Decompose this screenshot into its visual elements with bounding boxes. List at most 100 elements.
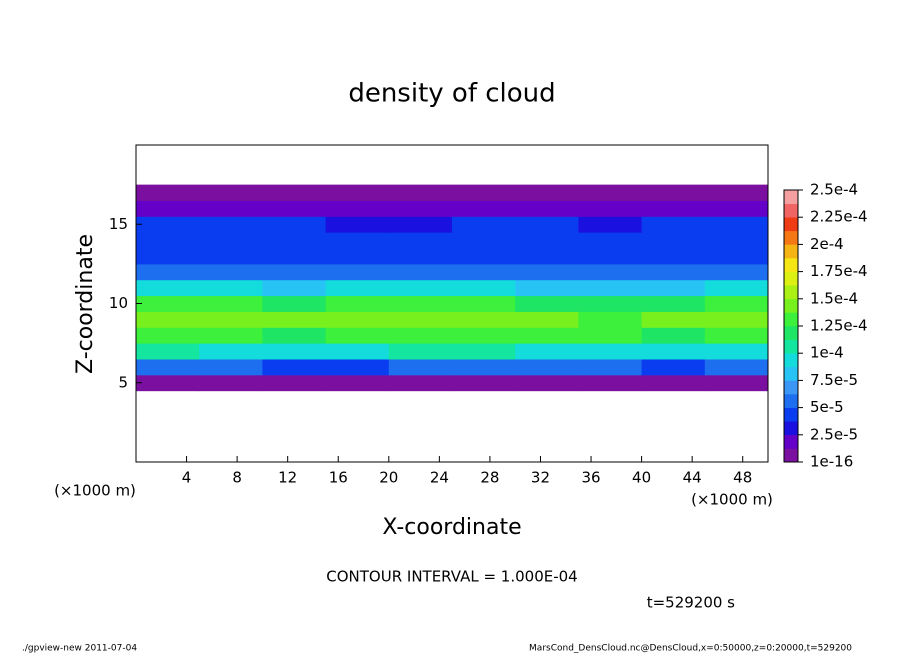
colorbar-swatch — [784, 339, 798, 354]
heat-cell — [262, 263, 327, 281]
heat-cell — [388, 216, 453, 233]
heat-cell — [262, 184, 327, 201]
heat-cell — [578, 248, 643, 265]
heat-cell — [325, 184, 390, 201]
heat-cell — [515, 263, 579, 281]
heat-cell — [136, 232, 200, 249]
heat-cell — [136, 279, 200, 297]
heat-cell — [641, 343, 706, 360]
heat-cell — [262, 311, 327, 328]
heat-cell — [452, 232, 516, 249]
contour-note: CONTOUR INTERVAL = 1.000E-04 — [326, 568, 577, 586]
heat-cell — [199, 374, 263, 392]
heat-cell — [388, 200, 453, 217]
heat-cell — [199, 248, 263, 265]
heat-cell — [704, 248, 769, 265]
colorbar-swatch — [784, 421, 798, 436]
heat-cell — [388, 279, 453, 297]
heat-cell — [641, 358, 706, 376]
heat-cell — [452, 327, 516, 344]
heat-cell — [578, 200, 643, 217]
heat-cell — [262, 248, 327, 265]
heat-cell — [199, 343, 263, 360]
x-tick-label: 36 — [581, 469, 600, 487]
heat-cell — [641, 248, 706, 265]
heat-cell — [515, 343, 579, 360]
colorbar-swatch — [784, 230, 798, 245]
colorbar-swatch — [784, 353, 798, 368]
y-tick-label: 5 — [118, 373, 128, 391]
heat-cell — [641, 374, 706, 392]
heat-cell — [452, 263, 516, 281]
heat-cell — [325, 295, 390, 312]
heat-cell — [515, 232, 579, 249]
colorbar-swatch — [784, 434, 798, 449]
heat-cell — [704, 200, 769, 217]
heat-cell — [704, 184, 769, 201]
heat-cell — [452, 358, 516, 376]
x-tick-label: 32 — [531, 469, 550, 487]
heat-cell — [578, 263, 643, 281]
heat-cell — [641, 200, 706, 217]
heat-cell — [515, 216, 579, 233]
heat-cell — [578, 327, 643, 344]
heat-cell — [704, 358, 769, 376]
x-tick-label: 8 — [232, 469, 242, 487]
colorbar-swatch — [784, 217, 798, 232]
heat-cell — [262, 343, 327, 360]
x-tick-label: 16 — [329, 469, 348, 487]
heat-cell — [704, 343, 769, 360]
heat-cell — [388, 327, 453, 344]
heat-cell — [262, 358, 327, 376]
heat-cell — [704, 327, 769, 344]
heat-cell — [641, 216, 706, 233]
heat-cell — [578, 232, 643, 249]
heat-cell — [325, 200, 390, 217]
colorbar-label: 2e-4 — [810, 235, 844, 253]
y-tick-label: 10 — [109, 294, 128, 312]
heat-cell — [578, 343, 643, 360]
x-tick-label: 12 — [278, 469, 297, 487]
heat-cell — [388, 358, 453, 376]
heat-cell — [578, 374, 643, 392]
heat-cell — [262, 295, 327, 312]
heat-cell — [704, 279, 769, 297]
heat-cell — [136, 311, 200, 328]
heat-cell — [578, 184, 643, 201]
heat-cell — [262, 374, 327, 392]
heat-cell — [388, 248, 453, 265]
heat-cell — [452, 343, 516, 360]
colorbar-swatch — [784, 407, 798, 422]
heat-cell — [136, 200, 200, 217]
heat-cell — [452, 184, 516, 201]
x-tick-label: 44 — [683, 469, 702, 487]
heat-cell — [388, 374, 453, 392]
heat-cell — [641, 279, 706, 297]
heat-cell — [325, 374, 390, 392]
colorbar-swatch — [784, 258, 798, 272]
colorbar-swatch — [784, 285, 798, 300]
heat-cell — [704, 311, 769, 328]
heat-cell — [515, 295, 579, 312]
heat-cell — [325, 216, 390, 233]
colorbar-label: 5e-5 — [810, 398, 844, 416]
heat-cell — [199, 263, 263, 281]
heat-cell — [325, 263, 390, 281]
heat-cell — [136, 184, 200, 201]
y-axis-label: Z-coordinate — [73, 234, 98, 374]
heat-cell — [704, 263, 769, 281]
heat-cell — [452, 200, 516, 217]
heat-cell — [136, 327, 200, 344]
heat-cell — [136, 343, 200, 360]
colorbar-swatch — [784, 448, 798, 463]
heat-cell — [325, 279, 390, 297]
heat-cell — [388, 232, 453, 249]
heat-cell — [136, 358, 200, 376]
time-note: t=529200 s — [647, 594, 735, 612]
heat-cell — [199, 311, 263, 328]
heat-cell — [262, 327, 327, 344]
heat-cell — [704, 374, 769, 392]
heat-cell — [325, 343, 390, 360]
heat-cell — [199, 232, 263, 249]
heat-cell — [325, 358, 390, 376]
